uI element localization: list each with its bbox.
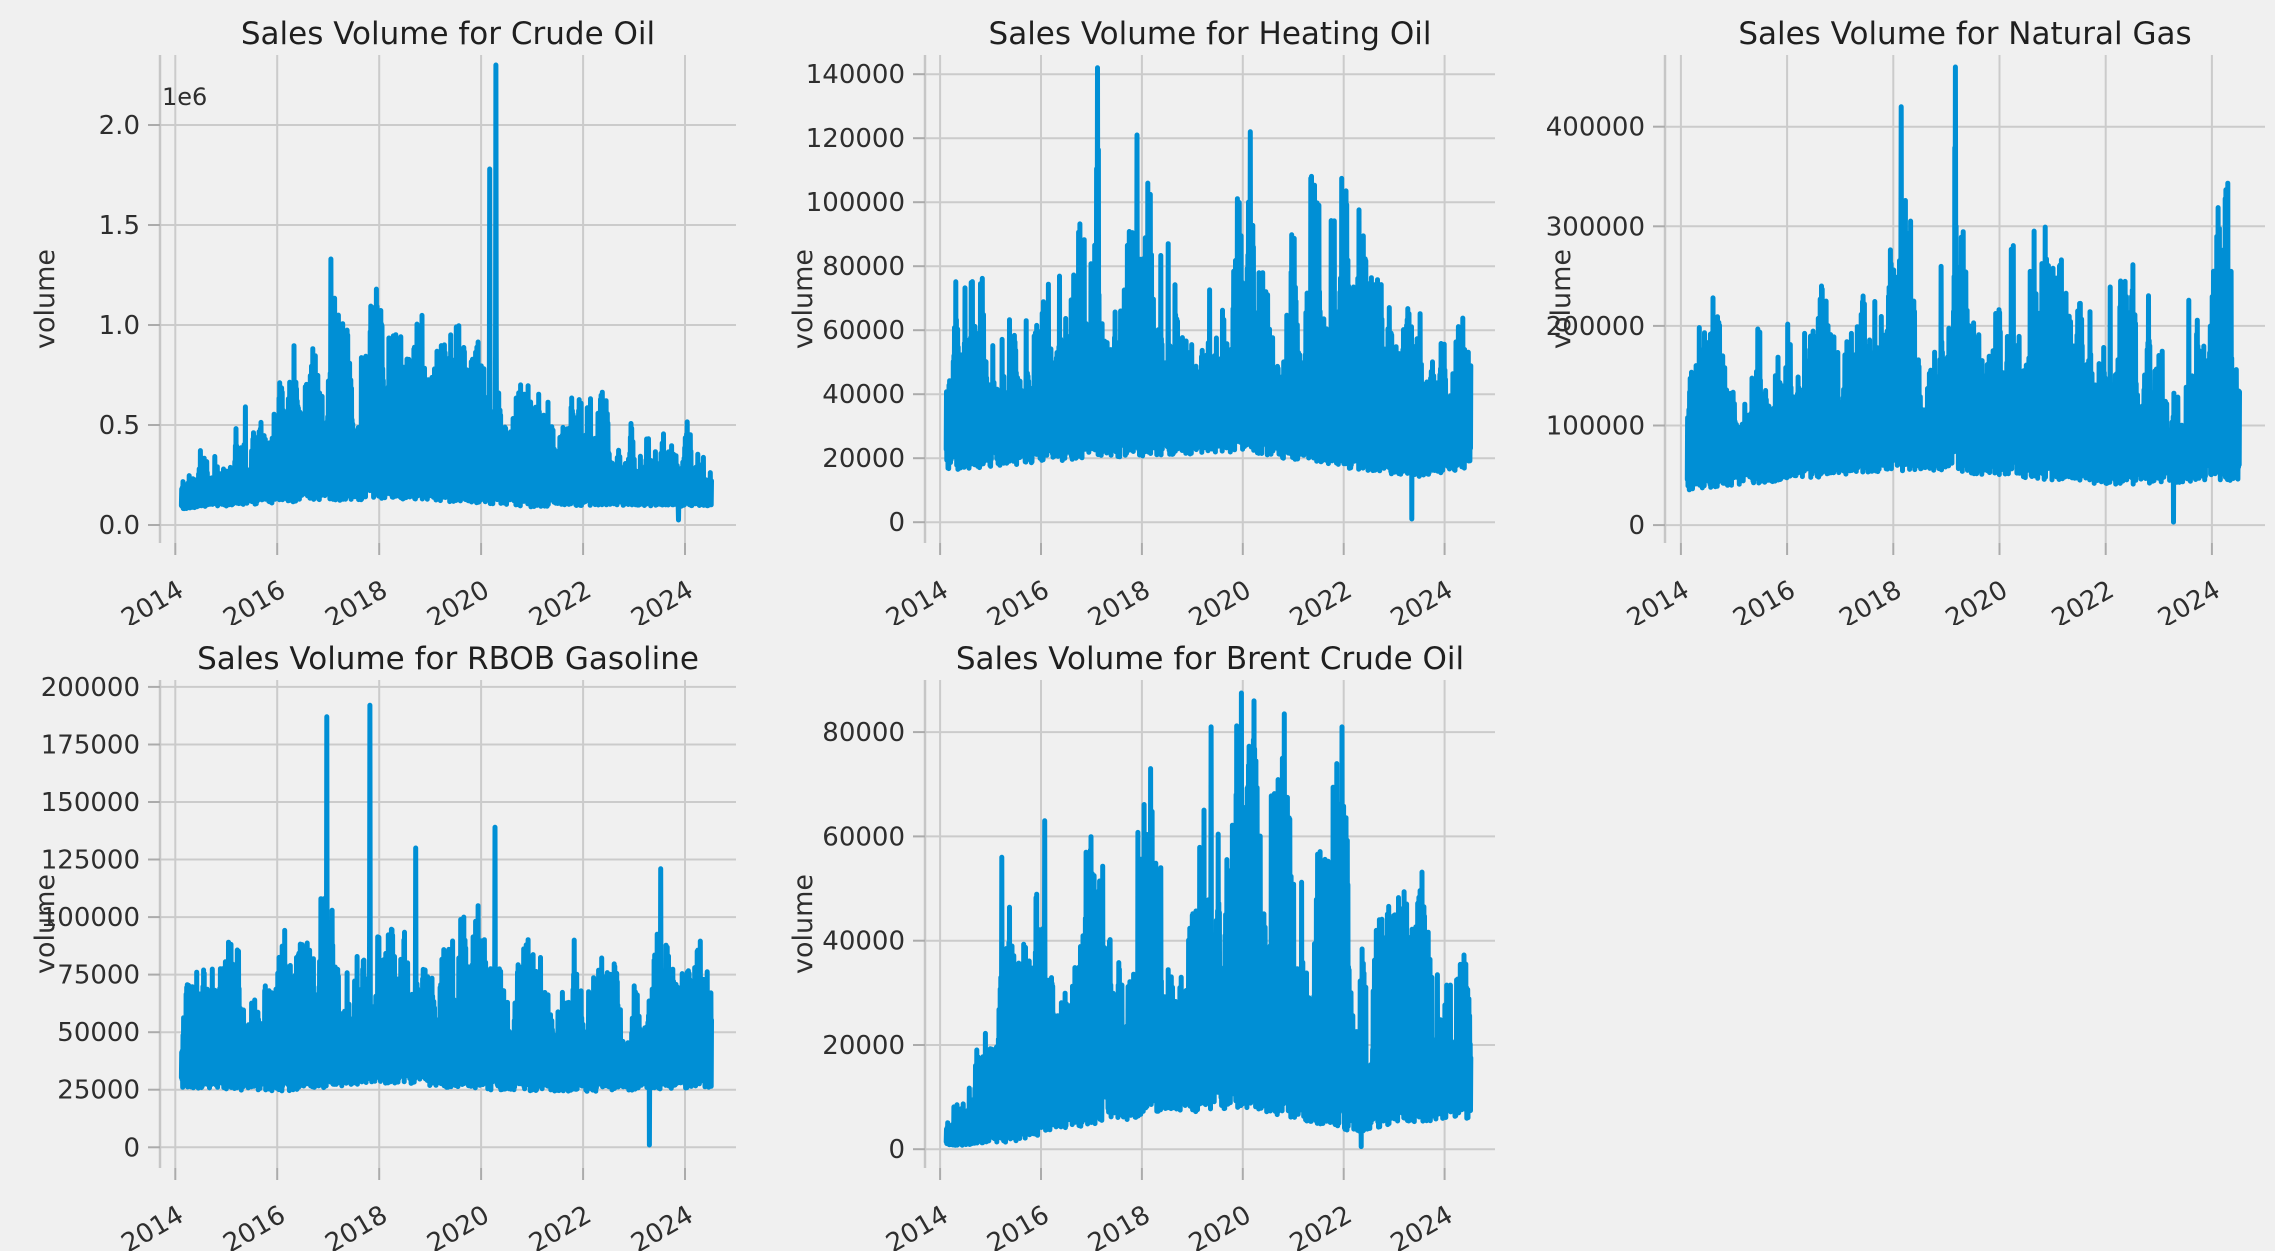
x-tick-label: 2016 [218, 575, 290, 625]
x-tick-label: 2014 [881, 575, 953, 625]
x-tick-label: 2016 [218, 1200, 290, 1251]
chart-title: Sales Volume for Brent Crude Oil [956, 641, 1464, 677]
x-tick-label: 2014 [116, 575, 188, 625]
y-tick-label: 2.0 [99, 111, 140, 141]
x-tick-label: 2018 [320, 575, 392, 625]
chart-title: Sales Volume for Natural Gas [1738, 16, 2191, 52]
y-tick-label: 0.5 [99, 411, 140, 441]
crude-oil-plot: Sales Volume for Crude Oil volume 1e6 0.0 0.… [30, 16, 736, 625]
x-tick-label: 2020 [422, 1200, 494, 1251]
x-tick-label: 2020 [1941, 575, 2013, 625]
y-tick-label: 125000 [41, 846, 140, 876]
x-tick-label: 2016 [1728, 575, 1800, 625]
x-tick-label: 2024 [1386, 1200, 1458, 1251]
y-tick-label: 300000 [1546, 212, 1645, 242]
y-tick-label: 0 [888, 1135, 905, 1165]
y-tick-label: 80000 [822, 252, 905, 282]
x-tick-label: 2022 [2047, 575, 2119, 625]
volume-series [943, 690, 1474, 1150]
y-tick-label: 1.0 [99, 311, 140, 341]
y-tick-label: 80000 [822, 718, 905, 748]
chart-heating-oil: Sales Volume for Heating Oil volume 0 20000… [758, 0, 1516, 625]
x-tick-label: 2018 [320, 1200, 392, 1251]
x-tick-label: 2024 [1386, 575, 1458, 625]
chart-brent-crude-oil: Sales Volume for Brent Crude Oil volume 0 2… [758, 625, 1516, 1251]
volume-series [1684, 64, 2242, 525]
y-axis-offset-label: 1e6 [162, 83, 207, 111]
y-axis-label: volume [1546, 249, 1577, 349]
y-tick-label: 40000 [822, 927, 905, 957]
y-tick-label: 100000 [41, 903, 140, 933]
y-tick-label: 0 [1628, 511, 1645, 541]
y-tick-label: 1.5 [99, 211, 140, 241]
chart-title: Sales Volume for RBOB Gasoline [197, 641, 699, 677]
x-tick-label: 2024 [626, 575, 698, 625]
x-tick-label: 2022 [1285, 1200, 1357, 1251]
natural-gas-plot: Sales Volume for Natural Gas volume 0 10000… [1546, 16, 2265, 625]
x-tick-label: 2018 [1834, 575, 1906, 625]
y-tick-label: 0 [123, 1133, 140, 1163]
y-tick-label: 120000 [806, 124, 905, 154]
x-tick-label: 2022 [1285, 575, 1357, 625]
y-tick-label: 100000 [1546, 412, 1645, 442]
y-tick-label: 40000 [822, 380, 905, 410]
y-tick-label: 75000 [57, 961, 140, 991]
y-tick-label: 0.0 [99, 511, 140, 541]
y-axis-label: volume [30, 874, 61, 974]
y-axis-label: volume [788, 249, 819, 349]
y-tick-label: 50000 [57, 1018, 140, 1048]
y-tick-label: 60000 [822, 316, 905, 346]
brent-crude-oil-plot: Sales Volume for Brent Crude Oil volume 0 2… [788, 641, 1495, 1251]
x-tick-label: 2020 [1184, 1200, 1256, 1251]
y-tick-label: 0 [888, 508, 905, 538]
chart-title: Sales Volume for Crude Oil [241, 16, 655, 52]
y-tick-label: 20000 [822, 444, 905, 474]
volume-series [178, 702, 714, 1148]
y-axis-label: volume [30, 249, 61, 349]
chart-crude-oil: Sales Volume for Crude Oil volume 1e6 0.0 0.… [0, 0, 758, 625]
chart-natural-gas: Sales Volume for Natural Gas volume 0 10000… [1516, 0, 2275, 625]
x-tick-label: 2024 [626, 1200, 698, 1251]
y-tick-label: 25000 [57, 1076, 140, 1106]
empty-panel [1516, 625, 2275, 1251]
heating-oil-plot: Sales Volume for Heating Oil volume 0 20000… [788, 16, 1495, 625]
chart-title: Sales Volume for Heating Oil [989, 16, 1432, 52]
x-tick-label: 2014 [881, 1200, 953, 1251]
x-tick-label: 2014 [116, 1200, 188, 1251]
x-tick-label: 2020 [422, 575, 494, 625]
x-tick-label: 2016 [982, 1200, 1054, 1251]
x-tick-label: 2024 [2153, 575, 2225, 625]
y-tick-label: 200000 [1546, 312, 1645, 342]
chart-rbob-gasoline: Sales Volume for RBOB Gasoline volume 0 250… [0, 625, 758, 1251]
volume-series [943, 65, 1474, 522]
y-tick-label: 60000 [822, 822, 905, 852]
x-tick-label: 2022 [524, 575, 596, 625]
volume-series [178, 62, 714, 523]
y-tick-label: 140000 [806, 60, 905, 90]
x-tick-label: 2018 [1083, 1200, 1155, 1251]
y-tick-label: 175000 [41, 731, 140, 761]
x-tick-label: 2020 [1184, 575, 1256, 625]
y-axis-label: volume [788, 874, 819, 974]
x-tick-label: 2016 [982, 575, 1054, 625]
x-tick-label: 2022 [524, 1200, 596, 1251]
x-tick-label: 2018 [1083, 575, 1155, 625]
y-tick-label: 150000 [41, 788, 140, 818]
y-tick-label: 200000 [41, 673, 140, 703]
y-tick-label: 100000 [806, 188, 905, 218]
x-tick-label: 2014 [1622, 575, 1694, 625]
y-tick-label: 400000 [1546, 113, 1645, 143]
rbob-gasoline-plot: Sales Volume for RBOB Gasoline volume 0 250… [30, 641, 736, 1251]
y-tick-label: 20000 [822, 1031, 905, 1061]
